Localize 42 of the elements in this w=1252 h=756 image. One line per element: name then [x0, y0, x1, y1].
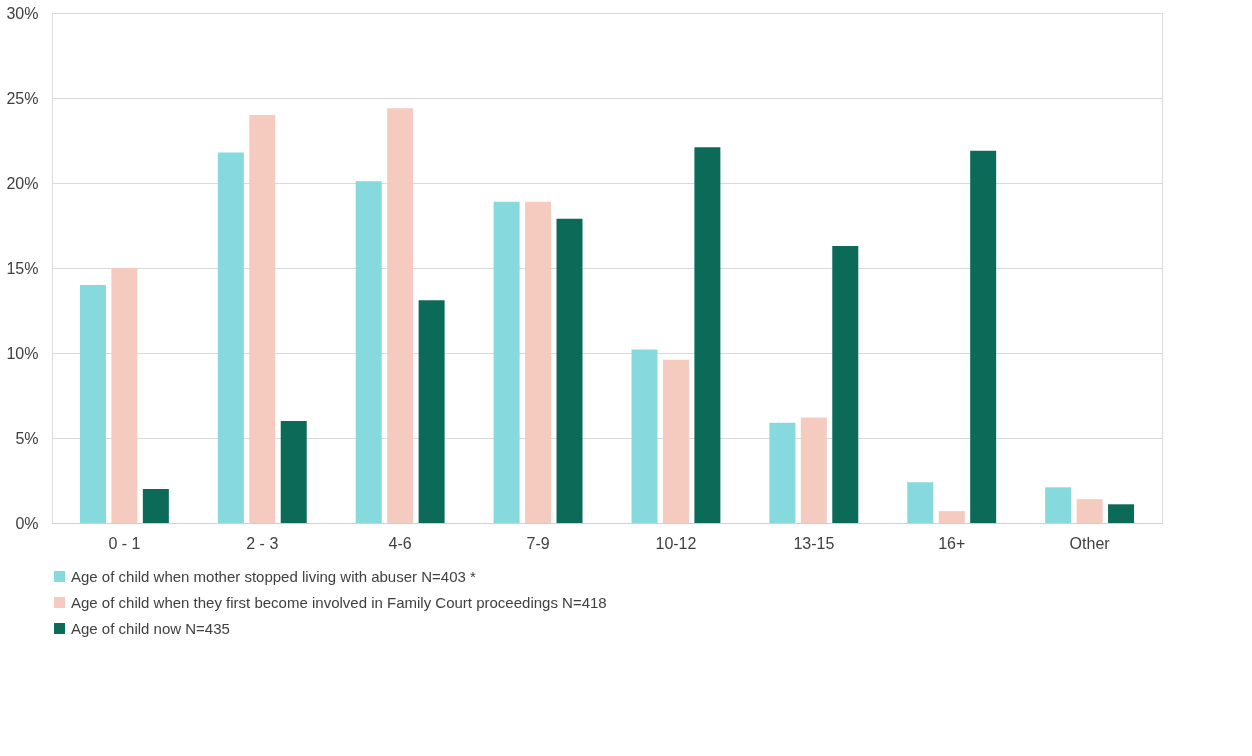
- x-tick-label: 4-6: [388, 534, 412, 552]
- bar: [493, 201, 520, 523]
- bar: [525, 201, 552, 523]
- bar: [1076, 499, 1103, 523]
- bar: [662, 359, 689, 523]
- bar: [970, 150, 997, 523]
- x-tick-label: 0 - 1: [108, 534, 141, 552]
- bar: [1045, 487, 1072, 523]
- bar: [111, 268, 138, 523]
- bar: [1108, 504, 1135, 523]
- legend-label: Age of child when mother stopped living with abuser N=403 *: [71, 567, 476, 585]
- bar: [418, 300, 445, 523]
- bar: [907, 482, 934, 523]
- bar: [938, 511, 965, 523]
- bar: [556, 218, 583, 523]
- x-tick-label: 16+: [938, 534, 966, 552]
- bar: [694, 147, 721, 523]
- y-tick-label: 10%: [6, 344, 39, 362]
- bar: [800, 417, 827, 523]
- x-tick-label: 2 - 3: [246, 534, 279, 552]
- bar: [631, 349, 658, 523]
- y-tick-label: 30%: [6, 4, 39, 22]
- bar: [769, 422, 796, 523]
- bar: [280, 421, 307, 523]
- bar: [387, 108, 414, 523]
- bar: [217, 152, 244, 523]
- y-tick-label: 0%: [15, 514, 39, 532]
- bar: [832, 245, 859, 523]
- y-tick-label: 25%: [6, 89, 39, 107]
- bar: [142, 489, 169, 523]
- x-tick-label: Other: [1069, 534, 1111, 552]
- bar: [79, 285, 106, 523]
- y-tick-label: 15%: [6, 259, 39, 277]
- legend-label: Age of child when they first become involved in Family Court proceedings N=418: [71, 593, 607, 611]
- bar: [355, 181, 382, 523]
- legend-label: Age of child now N=435: [71, 619, 230, 637]
- bar: [249, 115, 276, 523]
- x-tick-label: 10-12: [655, 534, 697, 552]
- x-tick-label: 13-15: [793, 534, 835, 552]
- x-tick-label: 7-9: [526, 534, 550, 552]
- y-tick-label: 20%: [6, 174, 39, 192]
- y-tick-label: 5%: [15, 429, 39, 447]
